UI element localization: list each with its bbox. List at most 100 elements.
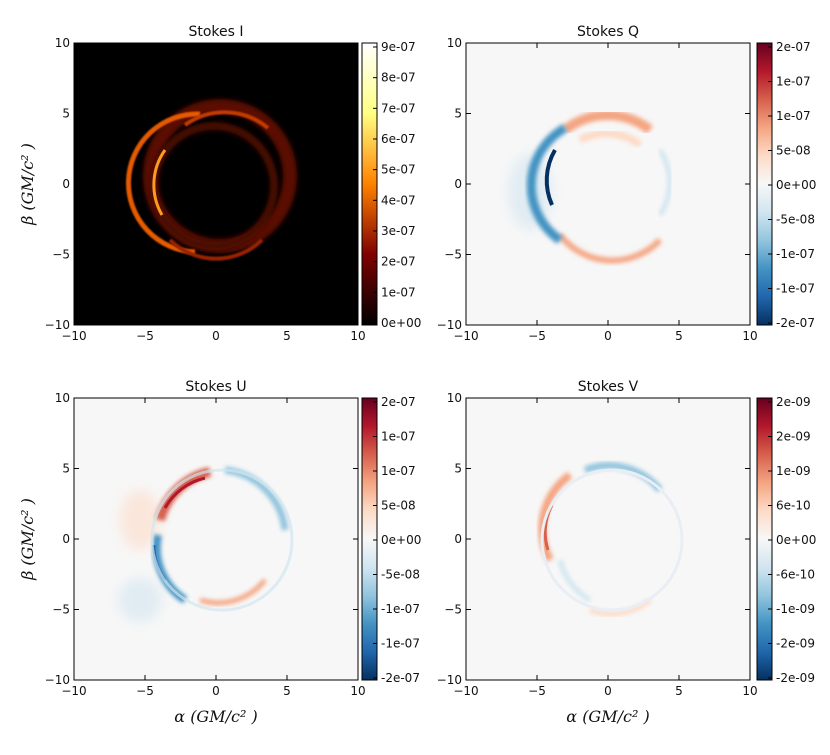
negative-crescent-core [544, 148, 557, 206]
colorbar-tick-label: 1e-07 [381, 285, 416, 299]
colorbar [756, 397, 773, 681]
colorbar-tick-label: 2e-07 [381, 395, 416, 409]
colorbar-tick-label: 2e-09 [776, 430, 811, 444]
colorbar-tick-label: 1e-07 [381, 430, 416, 444]
colorbar-tick-label: -2e-07 [776, 316, 815, 330]
x-tick-label: 10 [742, 684, 757, 698]
faint-positive-glow [120, 490, 160, 550]
colorbar-ticks: 2e-07 1e-07 1e-07 5e-08 0e+00 -5e-08 -1e-07 -1e… [373, 395, 421, 685]
colorbar-tick-label: -1e-07 [381, 602, 420, 616]
x-ticks: −10 −5 0 5 10 [453, 398, 758, 698]
colorbar-tick-label: 0e+00 [381, 316, 421, 330]
y-tick-label: 0 [454, 177, 462, 191]
y-ticks: −10 −5 0 5 10 [45, 391, 358, 687]
image-features [118, 466, 294, 622]
panel-title: Stokes Q [577, 24, 639, 40]
y-tick-label: 0 [454, 532, 462, 546]
colorbar-ticks: 2e-09 2e-09 1e-09 6e-10 0e+00 -6e-10 -1e-09 -2e… [768, 395, 816, 685]
colorbar-tick-label: 2e-07 [381, 255, 416, 269]
y-tick-label: −5 [52, 603, 70, 617]
x-tick-label: −10 [453, 684, 478, 698]
colorbar-ticks: 2e-07 1e-07 1e-07 5e-08 0e+00 -5e-08 -1e-07 -1e… [768, 40, 816, 330]
colorbar-tick-label: -5e-08 [776, 213, 815, 227]
colorbar-tick-label: 1e-07 [381, 464, 416, 478]
ring-lower-arc [168, 238, 264, 261]
x-tick-label: 5 [675, 684, 683, 698]
x-tick-label: 10 [350, 684, 365, 698]
colorbar-tick-label: 2e-07 [776, 40, 811, 54]
positive-arc-left [538, 471, 573, 562]
colorbar-tick-label: 0e+00 [776, 178, 816, 192]
colorbar-tick-label: 1e-07 [776, 75, 811, 89]
x-tick-label: 5 [675, 329, 683, 343]
colorbar-tick-label: -1e-07 [776, 282, 815, 296]
positive-arc-core [163, 476, 206, 509]
colorbar-tick-label: 1e-09 [776, 464, 811, 478]
positive-arc-bottom [589, 598, 652, 617]
colorbar [361, 397, 378, 681]
faint-ring [540, 468, 684, 612]
colorbar-tick-label: 7e-07 [381, 101, 416, 115]
x-tick-label: 10 [350, 329, 365, 343]
negative-crescent [526, 124, 568, 244]
faint-negative-glow [118, 578, 162, 622]
y-tick-label: 10 [55, 391, 70, 405]
positive-arc-bottom [199, 578, 267, 606]
colorbar-tick-label: -2e-09 [776, 671, 815, 685]
colorbar [756, 42, 773, 326]
positive-arc-top-inner [578, 129, 643, 149]
colorbar-tick-label: 5e-08 [381, 499, 416, 513]
y-tick-label: 0 [62, 532, 70, 546]
x-ticks: −10 −5 0 5 10 [61, 398, 366, 698]
x-tick-label: 0 [604, 329, 612, 343]
y-tick-label: 10 [447, 36, 462, 50]
panel-stokes-q: Stokes Q −10 −5 0 5 10 −10 −5 0 5 10 2e-07 1e-07 1… [437, 24, 817, 343]
x-ticks: −10 −5 0 5 10 [61, 43, 366, 343]
colorbar-tick-label: 9e-07 [381, 40, 416, 54]
x-axis-label: α (GM/c² ) [566, 707, 649, 726]
colorbar-tick-label: 3e-07 [381, 224, 416, 238]
colorbar-tick-label: 5e-08 [776, 144, 811, 158]
y-tick-label: −10 [437, 673, 462, 687]
y-tick-label: 10 [55, 36, 70, 50]
image-features [126, 99, 297, 261]
x-tick-label: −10 [453, 329, 478, 343]
y-ticks: −10 −5 0 5 10 [437, 36, 750, 332]
y-axis-label: β (GM/c² ) [18, 498, 37, 581]
colorbar-tick-label: 8e-07 [381, 71, 416, 85]
plot-area [466, 398, 750, 680]
x-tick-label: −5 [528, 329, 546, 343]
x-tick-label: 0 [212, 684, 220, 698]
crescent-peak [152, 149, 167, 216]
y-tick-label: 0 [62, 177, 70, 191]
colorbar-tick-label: -1e-07 [381, 637, 420, 651]
y-axis-label: β (GM/c² ) [18, 143, 37, 226]
plot-area [74, 398, 358, 680]
colorbar-tick-label: 6e-10 [776, 499, 811, 513]
x-axis-label: α (GM/c² ) [174, 707, 257, 726]
colorbar-tick-label: -2e-07 [381, 671, 420, 685]
image-features [508, 110, 672, 264]
colorbar-tick-label: -1e-07 [776, 247, 815, 261]
panel-title: Stokes V [578, 379, 639, 395]
y-ticks: −10 −5 0 5 10 [45, 36, 358, 332]
ring-upper-arc [183, 110, 270, 130]
colorbar-tick-label: -1e-09 [776, 602, 815, 616]
panel-title: Stokes I [188, 24, 243, 40]
colorbar-tick-label: 5e-07 [381, 163, 416, 177]
y-tick-label: −5 [52, 248, 70, 262]
image-features [538, 462, 684, 617]
x-ticks: −10 −5 0 5 10 [453, 43, 758, 343]
y-ticks: −10 −5 0 5 10 [437, 391, 750, 687]
colorbar-tick-label: 4e-07 [381, 193, 416, 207]
colorbar-ticks: 9e-07 8e-07 7e-07 6e-07 5e-07 4e-07 3e-07 2e-07… [373, 40, 421, 330]
positive-arc-top [561, 110, 654, 134]
x-tick-label: 10 [742, 329, 757, 343]
colorbar-tick-label: 1e-07 [776, 109, 811, 123]
faint-ring [150, 468, 294, 612]
bright-crescent [126, 111, 201, 255]
